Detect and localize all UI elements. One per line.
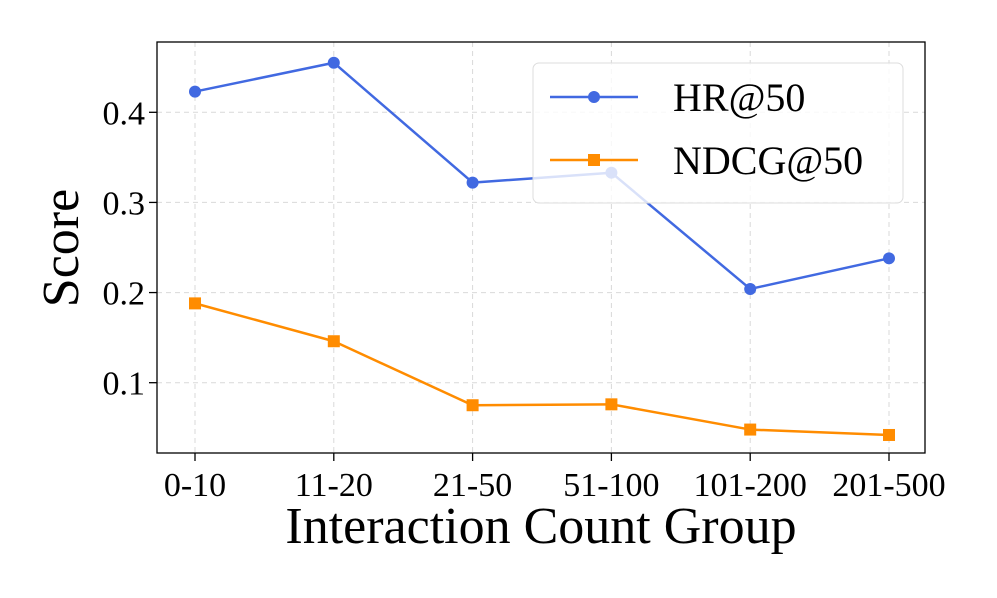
y-axis-title: Score (33, 189, 90, 307)
data-point (466, 399, 479, 412)
data-point (466, 176, 479, 189)
data-point (189, 297, 201, 310)
data-point (605, 398, 618, 411)
data-point (327, 335, 340, 348)
x-tick-label: 21-50 (433, 467, 512, 504)
series-line (194, 302, 890, 437)
data-point (744, 423, 757, 436)
legend-label-hr: HR@50 (673, 75, 805, 120)
x-tick-label: 0-10 (164, 467, 226, 504)
legend: HR@50 NDCG@50 (532, 62, 904, 204)
data-point (327, 56, 340, 69)
x-tick-label: 101-200 (694, 467, 807, 504)
y-tick-label: 0.4 (103, 95, 146, 132)
x-axis-title: Interaction Count Group (285, 498, 796, 555)
legend-marker-ndcg (588, 154, 600, 166)
data-point (744, 282, 757, 295)
data-point (883, 252, 895, 265)
plot-frame (156, 41, 926, 454)
x-tick-label: 11-20 (295, 467, 373, 504)
y-tick-label: 0.1 (103, 366, 146, 403)
legend-label-ndcg: NDCG@50 (673, 138, 863, 183)
series-ndcg-50 (189, 297, 895, 441)
x-tick-label: 51-100 (563, 467, 659, 504)
data-point (189, 85, 201, 98)
x-tick-label: 201-500 (832, 467, 945, 504)
axis-ticks: 0-10 11-20 21-50 51-100 101-200 201-500 0.1 0.2… (103, 95, 946, 504)
y-tick-label: 0.2 (103, 276, 146, 313)
data-point (883, 428, 895, 441)
legend-marker-hr (588, 91, 600, 103)
y-tick-label: 0.3 (103, 185, 146, 222)
grid (157, 42, 925, 453)
